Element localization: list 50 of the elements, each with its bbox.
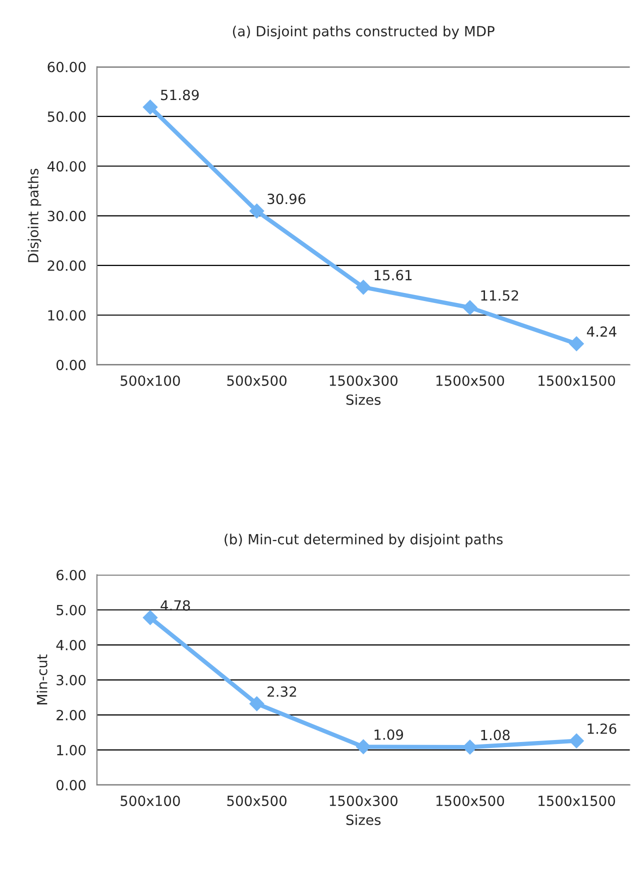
x-tick-label: 1500x1500 (538, 375, 616, 386)
data-label: 2.32 (268, 686, 296, 697)
y-tick-label: 5.00 (56, 604, 86, 616)
x-tick-label: 1500x300 (330, 796, 398, 806)
y-tick-label: 6.00 (56, 570, 86, 580)
x-tick-label: 500x500 (227, 796, 286, 806)
y-tick-label: 20.00 (48, 260, 86, 271)
y-tick-label: 3.00 (56, 674, 86, 686)
y-tick-label: 2.00 (56, 710, 86, 720)
point (142, 100, 158, 114)
x-tick-label: 1500x500 (436, 375, 504, 386)
point (249, 696, 264, 712)
point (356, 280, 371, 295)
data-label: 51.89 (161, 90, 199, 100)
x-tick-label: 500x100 (120, 375, 180, 386)
data-label: 15.61 (374, 270, 412, 280)
y-tick-label: 30.00 (48, 210, 86, 222)
x-tick-label: 1500x1500 (538, 796, 616, 806)
y-axis-title: Min-cut (36, 654, 48, 704)
point (249, 204, 264, 218)
data-label: 11.52 (481, 290, 518, 301)
y-tick-label: 1.00 (57, 744, 86, 756)
x-tick-label: 500x100 (120, 796, 180, 806)
point (569, 336, 584, 352)
data-label: 1.08 (481, 730, 510, 740)
y-tick-label: 60.00 (48, 62, 86, 72)
x-axis-title: Sizes (346, 394, 381, 405)
data-label: 1.09 (374, 729, 404, 740)
point (462, 300, 478, 315)
data-label: 4.78 (160, 600, 190, 611)
x-axis-title: Sizes (346, 814, 381, 826)
y-tick-label: 10.00 (48, 310, 86, 321)
y-tick-label: 40.00 (47, 161, 86, 172)
data-label: 4.24 (586, 326, 616, 337)
point (142, 610, 158, 625)
point (462, 740, 478, 755)
point (569, 733, 584, 748)
data-label: 30.96 (268, 194, 306, 204)
x-tick-label: 1500x300 (330, 375, 398, 386)
y-tick-label: 50.00 (48, 111, 86, 122)
point (356, 739, 371, 754)
data-label: 1.26 (588, 723, 616, 734)
x-tick-label: 500x500 (227, 375, 286, 386)
y-tick-label: 4.00 (56, 640, 86, 650)
y-tick-label: 0.00 (56, 780, 86, 790)
chart-title: (b) Min-cut determined by disjoint paths (224, 534, 503, 548)
y-tick-label: 0.00 (56, 360, 86, 370)
x-tick-label: 1500x500 (436, 796, 504, 806)
chart-title: (a) Disjoint paths constructed by MDP (232, 26, 494, 40)
y-axis-title: Disjoint paths (28, 168, 42, 262)
